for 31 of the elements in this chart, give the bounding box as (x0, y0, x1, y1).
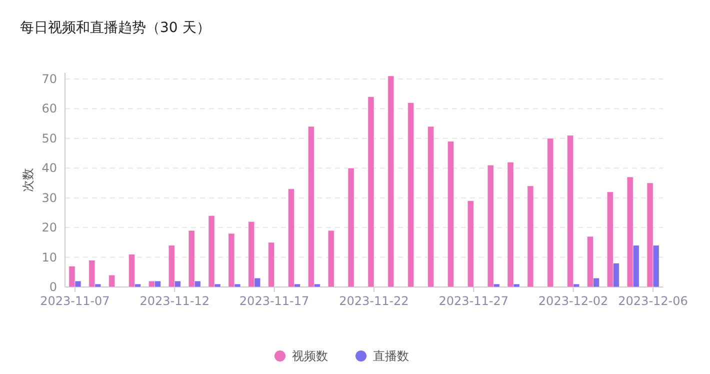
y-tick-label: 30 (42, 190, 57, 205)
y-tick-label: 0 (49, 280, 57, 294)
bar (467, 200, 474, 288)
legend-label: 直播数 (373, 349, 409, 363)
bar (348, 168, 354, 288)
legend-label: 视频数 (292, 349, 328, 363)
y-tick-label: 50 (42, 131, 57, 146)
chart-title: 每日视频和直播趋势（30 天） (20, 20, 210, 36)
y-tick-label: 60 (42, 102, 57, 116)
y-axis-title: 次数 (21, 168, 35, 192)
y-tick-label: 70 (42, 72, 57, 86)
bar (527, 186, 534, 288)
x-tick-label: 2023-12-06 (618, 294, 688, 308)
bar (108, 274, 116, 288)
x-tick-label: 2023-11-27 (438, 294, 509, 308)
x-tick-label: 2023-11-17 (239, 294, 310, 308)
bar (388, 76, 394, 288)
x-tick-label: 2023-12-02 (538, 294, 608, 308)
bar (408, 102, 414, 288)
x-tick-label: 2023-11-22 (339, 294, 409, 308)
bar (328, 230, 334, 288)
x-tick-label: 2023-11-07 (40, 294, 110, 308)
bar (368, 96, 374, 288)
x-tick-label: 2023-11-12 (140, 294, 210, 308)
y-tick-label: 40 (42, 161, 57, 176)
bar (428, 126, 434, 288)
y-tick-label: 10 (42, 250, 57, 264)
bar (268, 242, 275, 288)
bar (547, 138, 554, 288)
bar (447, 141, 454, 288)
y-tick-label: 20 (42, 220, 57, 235)
